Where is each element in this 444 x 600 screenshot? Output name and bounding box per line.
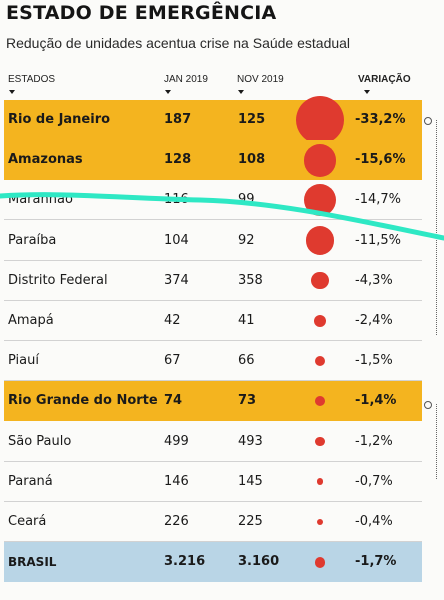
chart-title: ESTADO DE EMERGÊNCIA [6, 2, 277, 24]
header-jan-label: JAN 2019 [164, 74, 208, 85]
value-jan-2019: 374 [164, 272, 189, 288]
value-nov-2019: 73 [238, 393, 257, 409]
state-name: Amazonas [8, 152, 83, 168]
value-nov-2019: 99 [238, 192, 255, 208]
variation-dot [315, 396, 325, 407]
header-jan[interactable]: JAN 2019 [164, 74, 208, 94]
value-nov-2019: 41 [238, 313, 255, 328]
variation-label: -0,4% [355, 514, 393, 529]
header-var[interactable]: VARIAÇÃO [358, 74, 411, 94]
value-nov-2019: 108 [238, 152, 266, 168]
value-nov-2019: 66 [238, 353, 255, 369]
variation-label: -1,5% [355, 353, 393, 369]
row-divider [4, 500, 422, 502]
table-row: Distrito Federal 374 358 -4,3% [4, 261, 422, 301]
state-name: Rio Grande do Norte [8, 393, 158, 409]
state-name: Distrito Federal [8, 272, 108, 288]
state-name: Maranhão [8, 192, 73, 208]
value-jan-2019: 3.216 [164, 554, 206, 570]
variation-label: -4,3% [355, 272, 393, 288]
variation-label: -1,4% [355, 393, 397, 409]
header-var-label: VARIAÇÃO [358, 74, 411, 85]
header-nov-label: NOV 2019 [237, 74, 284, 85]
state-name: Piauí [8, 353, 39, 369]
bracket-marker-icon [424, 401, 432, 409]
table-row: Paraíba 104 92 -11,5% [4, 221, 422, 261]
variation-label: -1,2% [355, 433, 393, 449]
variation-dot [314, 556, 326, 568]
table-row: Piauí 67 66 -1,5% [4, 341, 422, 382]
variation-label: -1,7% [355, 554, 397, 570]
state-name: Paraíba [8, 232, 57, 248]
variation-label: -33,2% [355, 112, 406, 127]
total-row: BRASIL 3.216 3.160 -1,7% [4, 542, 422, 583]
bracket-marker-icon [424, 117, 432, 125]
variation-dot [317, 519, 323, 525]
header-states-label: ESTADOS [8, 74, 56, 85]
variation-label: -0,7% [355, 473, 393, 489]
sort-arrow-icon [165, 90, 171, 94]
chart-subtitle: Redução de unidades acentua crise na Saú… [6, 35, 351, 51]
row-divider [4, 340, 422, 341]
table-row: Paraná 146 145 -0,7% [4, 462, 422, 502]
state-name: Amapá [8, 313, 54, 328]
value-nov-2019: 225 [238, 514, 263, 529]
variation-label: -15,6% [355, 152, 406, 168]
table-row: Rio de Janeiro 187 125 -33,2% [4, 96, 422, 144]
table-row: Maranhão 116 99 -14,7% [4, 180, 422, 221]
variation-label: -11,5% [355, 232, 401, 248]
value-jan-2019: 187 [164, 112, 192, 127]
value-jan-2019: 499 [164, 433, 189, 449]
value-jan-2019: 128 [164, 152, 192, 168]
table-row: Ceará 226 225 -0,4% [4, 502, 422, 542]
variation-label: -14,7% [355, 192, 401, 208]
state-name: Paraná [8, 473, 53, 489]
row-divider [4, 380, 422, 382]
variation-label: -2,4% [355, 313, 393, 328]
state-name: São Paulo [8, 433, 72, 449]
variation-dot [316, 478, 324, 486]
header-states[interactable]: ESTADOS [8, 74, 55, 94]
variation-dot [305, 226, 335, 255]
value-nov-2019: 125 [238, 112, 266, 127]
table-row: Amazonas 128 108 -15,6% [4, 140, 422, 181]
value-jan-2019: 146 [164, 473, 189, 489]
table-row: Rio Grande do Norte 74 73 -1,4% [4, 381, 422, 422]
value-jan-2019: 104 [164, 232, 189, 248]
value-jan-2019: 116 [164, 192, 189, 208]
row-divider [4, 259, 422, 261]
variation-dot [313, 314, 327, 328]
variation-dot [304, 184, 336, 217]
row-divider [4, 299, 422, 301]
sort-arrow-icon [238, 90, 244, 94]
value-jan-2019: 226 [164, 514, 189, 529]
variation-dot [296, 96, 344, 144]
variation-dot [314, 356, 326, 367]
value-nov-2019: 493 [238, 433, 263, 449]
value-jan-2019: 42 [164, 313, 181, 328]
value-nov-2019: 358 [238, 272, 263, 288]
bracket-line [430, 404, 437, 479]
bracket-line [430, 120, 437, 335]
value-jan-2019: 74 [164, 393, 183, 409]
value-nov-2019: 3.160 [238, 554, 280, 570]
value-nov-2019: 145 [238, 473, 263, 489]
header-nov[interactable]: NOV 2019 [237, 74, 284, 94]
sort-arrow-icon [364, 90, 370, 94]
value-jan-2019: 67 [164, 353, 181, 369]
variation-dot [303, 143, 337, 177]
variation-dot [315, 437, 325, 447]
state-name: Rio de Janeiro [8, 112, 111, 127]
row-divider [4, 460, 422, 462]
table-row: São Paulo 499 493 -1,2% [4, 422, 422, 462]
value-nov-2019: 92 [238, 232, 255, 248]
variation-dot [311, 272, 329, 290]
sort-arrow-icon [9, 90, 15, 94]
state-name: BRASIL [8, 555, 57, 570]
state-name: Ceará [8, 514, 47, 529]
row-divider [4, 541, 422, 542]
table-row: Amapá 42 41 -2,4% [4, 301, 422, 341]
